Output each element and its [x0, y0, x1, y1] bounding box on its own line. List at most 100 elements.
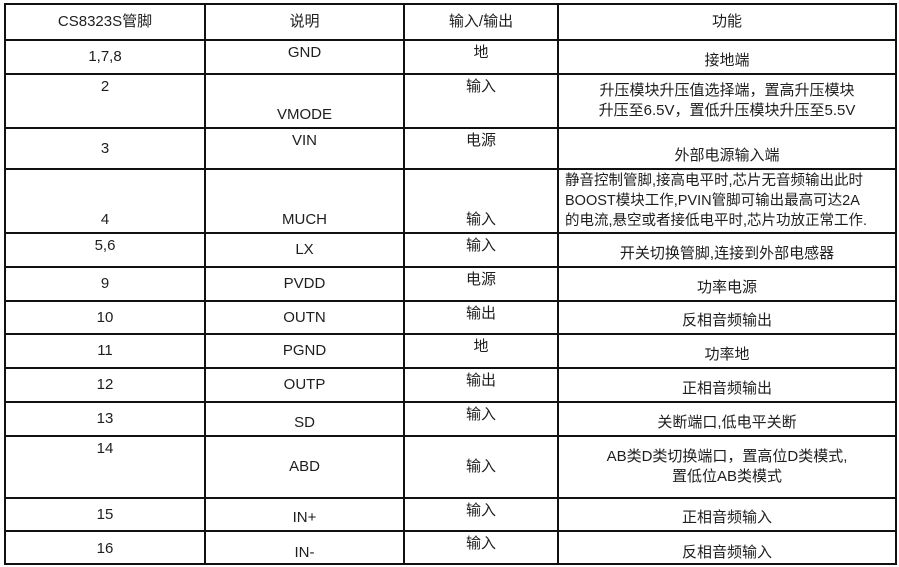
io-cell: 电源: [405, 268, 559, 302]
pin-text: 9: [100, 275, 110, 292]
header-cell-io: 输入/输出: [405, 5, 559, 41]
pin-text: 2: [100, 78, 110, 95]
io-cell: 地: [405, 41, 559, 75]
name-text: IN+: [292, 509, 317, 526]
pin-text: 12: [96, 376, 114, 393]
function-text: 静音控制管脚,接高电平时,芯片无音频输出此时 BOOST模块工作,PVIN管脚可…: [565, 173, 868, 229]
function-text: 反相音频输出: [681, 312, 772, 329]
pin-cell: 3: [6, 129, 206, 170]
name-cell: SD: [206, 403, 405, 437]
name-cell: VIN: [206, 129, 405, 170]
pin-cell: 9: [6, 268, 206, 302]
pin-cell: 15: [6, 499, 206, 532]
io-text: 输入: [465, 535, 496, 552]
io-cell: 输入: [405, 437, 559, 499]
io-text: 输出: [465, 305, 496, 322]
function-cell: 接地端: [559, 41, 895, 75]
function-cell: 开关切换管脚,连接到外部电感器: [559, 234, 895, 268]
name-text: IN-: [294, 544, 315, 561]
io-text: 输入: [465, 211, 496, 228]
pin-description-table: CS8323S管脚 说明 输入/输出 功能 1,7,8 GND 地 接地端 2 VMODE 输入 升压…: [4, 3, 897, 565]
name-text: PGND: [282, 342, 327, 359]
pin-cell: 12: [6, 369, 206, 403]
io-text: 电源: [465, 271, 496, 288]
io-text: 输入: [465, 78, 496, 95]
name-text: MUCH: [282, 211, 327, 228]
name-cell: PVDD: [206, 268, 405, 302]
pin-text: 14: [96, 440, 114, 457]
pin-text: 3: [100, 139, 110, 157]
function-text: AB类D类切换端口，置高位D类模式, 置低位AB类模式: [606, 448, 848, 485]
io-cell: 输入: [405, 532, 559, 565]
function-cell: 正相音频输入: [559, 499, 895, 532]
io-cell: 输入: [405, 499, 559, 532]
pin-cell: 5,6: [6, 234, 206, 268]
pin-cell: 16: [6, 532, 206, 565]
name-text: OUTN: [283, 308, 326, 326]
io-cell: 输入: [405, 170, 559, 234]
io-text: 输出: [465, 372, 496, 389]
function-cell: 关断端口,低电平关断: [559, 403, 895, 437]
function-cell: 升压模块升压值选择端，置高升压模块 升压至6.5V，置低升压模块升压至5.5V: [559, 75, 895, 129]
header-cell-name: 说明: [206, 5, 405, 41]
name-text: GND: [287, 44, 322, 61]
name-text: OUTP: [283, 376, 326, 393]
function-text: 关断端口,低电平关断: [657, 414, 797, 431]
name-text: SD: [294, 414, 315, 431]
pin-cell: 4: [6, 170, 206, 234]
name-cell: PGND: [206, 335, 405, 369]
function-cell: 功率地: [559, 335, 895, 369]
pin-cell: 11: [6, 335, 206, 369]
pin-cell: 2: [6, 75, 206, 129]
name-text: VIN: [291, 132, 317, 149]
io-text: 地: [473, 338, 489, 355]
function-cell: 反相音频输出: [559, 302, 895, 335]
pin-text: 11: [97, 342, 113, 359]
name-cell: IN+: [206, 499, 405, 532]
function-text: 功率电源: [696, 279, 757, 296]
function-cell: 静音控制管脚,接高电平时,芯片无音频输出此时 BOOST模块工作,PVIN管脚可…: [559, 170, 895, 234]
header-label: CS8323S管脚: [57, 13, 153, 30]
io-text: 输入: [465, 458, 496, 475]
pin-text: 15: [96, 505, 114, 523]
pin-text: 4: [100, 211, 110, 228]
header-cell-pin: CS8323S管脚: [6, 5, 206, 41]
pin-text: 13: [96, 410, 114, 427]
pin-text: 10: [96, 308, 114, 326]
function-cell: 正相音频输出: [559, 369, 895, 403]
header-label: 输入/输出: [448, 13, 514, 30]
header-cell-function: 功能: [559, 5, 895, 41]
io-text: 地: [473, 44, 489, 61]
pin-cell: 13: [6, 403, 206, 437]
name-text: PVDD: [283, 275, 326, 292]
pin-cell: 14: [6, 437, 206, 499]
name-cell: IN-: [206, 532, 405, 565]
name-cell: GND: [206, 41, 405, 75]
io-cell: 输入: [405, 75, 559, 129]
pin-text: 5,6: [94, 237, 116, 254]
io-cell: 地: [405, 335, 559, 369]
header-label: 功能: [711, 13, 742, 30]
function-text: 接地端: [704, 52, 750, 69]
io-text: 输入: [465, 237, 496, 254]
function-text: 开关切换管脚,连接到外部电感器: [619, 245, 835, 262]
function-text: 正相音频输入: [681, 509, 772, 526]
name-cell: OUTN: [206, 302, 405, 335]
name-cell: ABD: [206, 437, 405, 499]
function-cell: 功率电源: [559, 268, 895, 302]
name-text: LX: [295, 241, 314, 258]
io-cell: 输入: [405, 403, 559, 437]
pin-cell: 10: [6, 302, 206, 335]
pin-text: 1,7,8: [88, 48, 122, 65]
header-label: 说明: [289, 13, 320, 30]
function-text: 功率地: [704, 346, 750, 363]
function-text: 正相音频输出: [681, 380, 772, 397]
io-cell: 电源: [405, 129, 559, 170]
name-cell: LX: [206, 234, 405, 268]
io-cell: 输入: [405, 234, 559, 268]
function-cell: AB类D类切换端口，置高位D类模式, 置低位AB类模式: [559, 437, 895, 499]
name-cell: OUTP: [206, 369, 405, 403]
io-cell: 输出: [405, 302, 559, 335]
io-text: 输入: [465, 502, 496, 519]
function-text: 升压模块升压值选择端，置高升压模块 升压至6.5V，置低升压模块升压至5.5V: [598, 82, 856, 119]
